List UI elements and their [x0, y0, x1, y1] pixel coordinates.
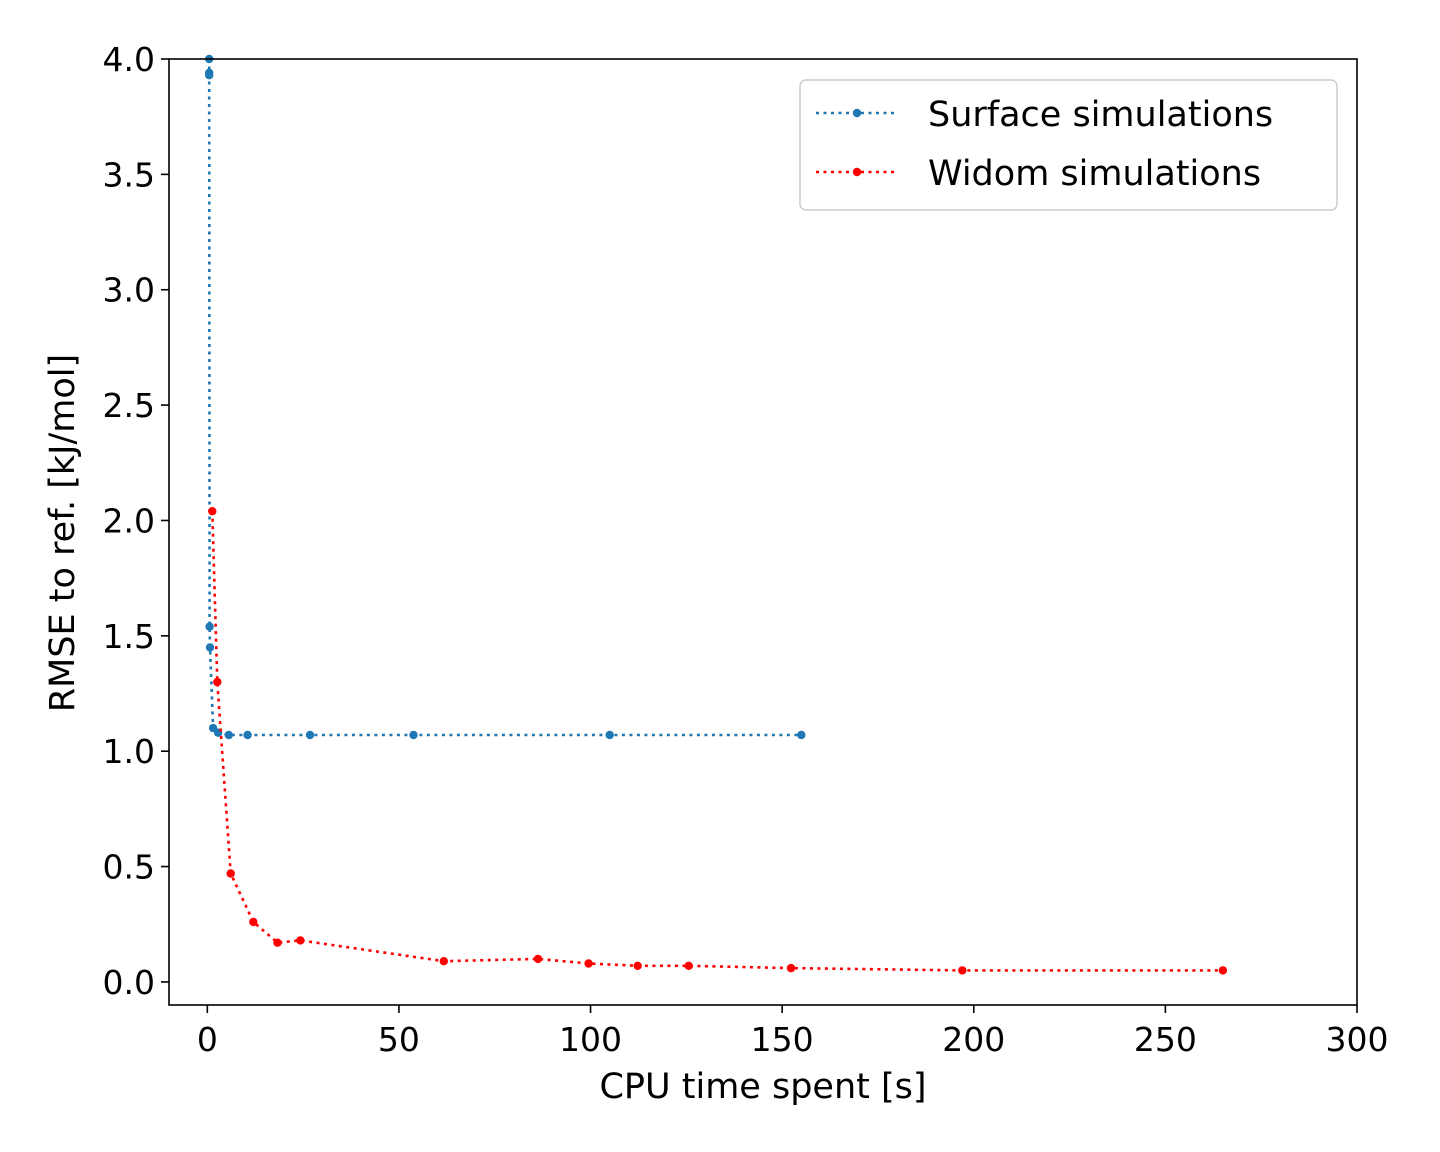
x-tick-label: 300	[1326, 1020, 1389, 1059]
series-line-widom	[211, 511, 1223, 972]
data-point-widom	[786, 963, 796, 973]
x-tick-label: 100	[559, 1020, 622, 1059]
data-point-surface	[305, 730, 315, 740]
data-point-widom	[584, 959, 593, 968]
data-point-surface	[409, 730, 418, 740]
y-tick-label: 2.0	[103, 501, 155, 540]
data-point-widom	[273, 938, 282, 947]
legend-label-surface: Surface simulations	[928, 95, 1273, 135]
data-point-surface	[243, 730, 252, 740]
data-point-widom	[1218, 966, 1228, 975]
legend-marker-surface	[852, 108, 862, 118]
y-tick-label: 1.0	[103, 732, 155, 771]
legend: Surface simulations Widom simulations	[799, 79, 1338, 211]
series-layer	[205, 54, 1228, 975]
data-point-surface	[205, 71, 214, 80]
y-tick-label: 3.0	[103, 271, 155, 310]
data-point-widom	[213, 677, 222, 687]
data-point-surface	[224, 730, 233, 740]
y-tick-label: 3.5	[103, 155, 155, 194]
y-tick-label: 1.5	[103, 617, 155, 656]
data-point-widom	[633, 961, 642, 970]
data-point-widom	[958, 966, 967, 975]
x-tick-label: 50	[378, 1020, 420, 1059]
y-tick-label: 0.5	[103, 848, 155, 887]
x-tick-label: 150	[751, 1020, 814, 1059]
data-point-surface	[205, 643, 215, 652]
legend-marker-widom	[852, 167, 862, 177]
data-point-widom	[208, 507, 217, 516]
y-tick-label: 4.0	[103, 40, 155, 79]
data-point-widom	[533, 954, 543, 964]
data-point-surface	[797, 730, 806, 740]
x-axis-label: CPU time spent [s]	[599, 1067, 926, 1107]
data-point-surface	[605, 730, 614, 740]
legend-box	[799, 79, 1338, 211]
data-point-widom	[439, 957, 448, 966]
data-point-surface	[205, 622, 214, 631]
data-point-widom	[684, 961, 693, 970]
data-point-widom	[226, 869, 235, 878]
x-tick-label: 250	[1134, 1020, 1197, 1059]
data-point-widom	[249, 917, 258, 927]
axis-ticks: 0 50 100 150 200 250 300 0.0 0.5 1.0 1.5 2.0 2.5 3.0 3…	[103, 40, 1389, 1059]
legend-label-widom: Widom simulations	[928, 154, 1261, 194]
y-axis-label: RMSE to ref. [kJ/mol]	[43, 354, 83, 712]
plot-frame	[168, 58, 1358, 1006]
data-point-widom	[296, 936, 305, 945]
x-tick-label: 200	[942, 1020, 1005, 1059]
x-tick-label: 0	[197, 1020, 218, 1059]
y-tick-label: 2.5	[103, 386, 155, 425]
y-tick-label: 0.0	[103, 963, 155, 1002]
